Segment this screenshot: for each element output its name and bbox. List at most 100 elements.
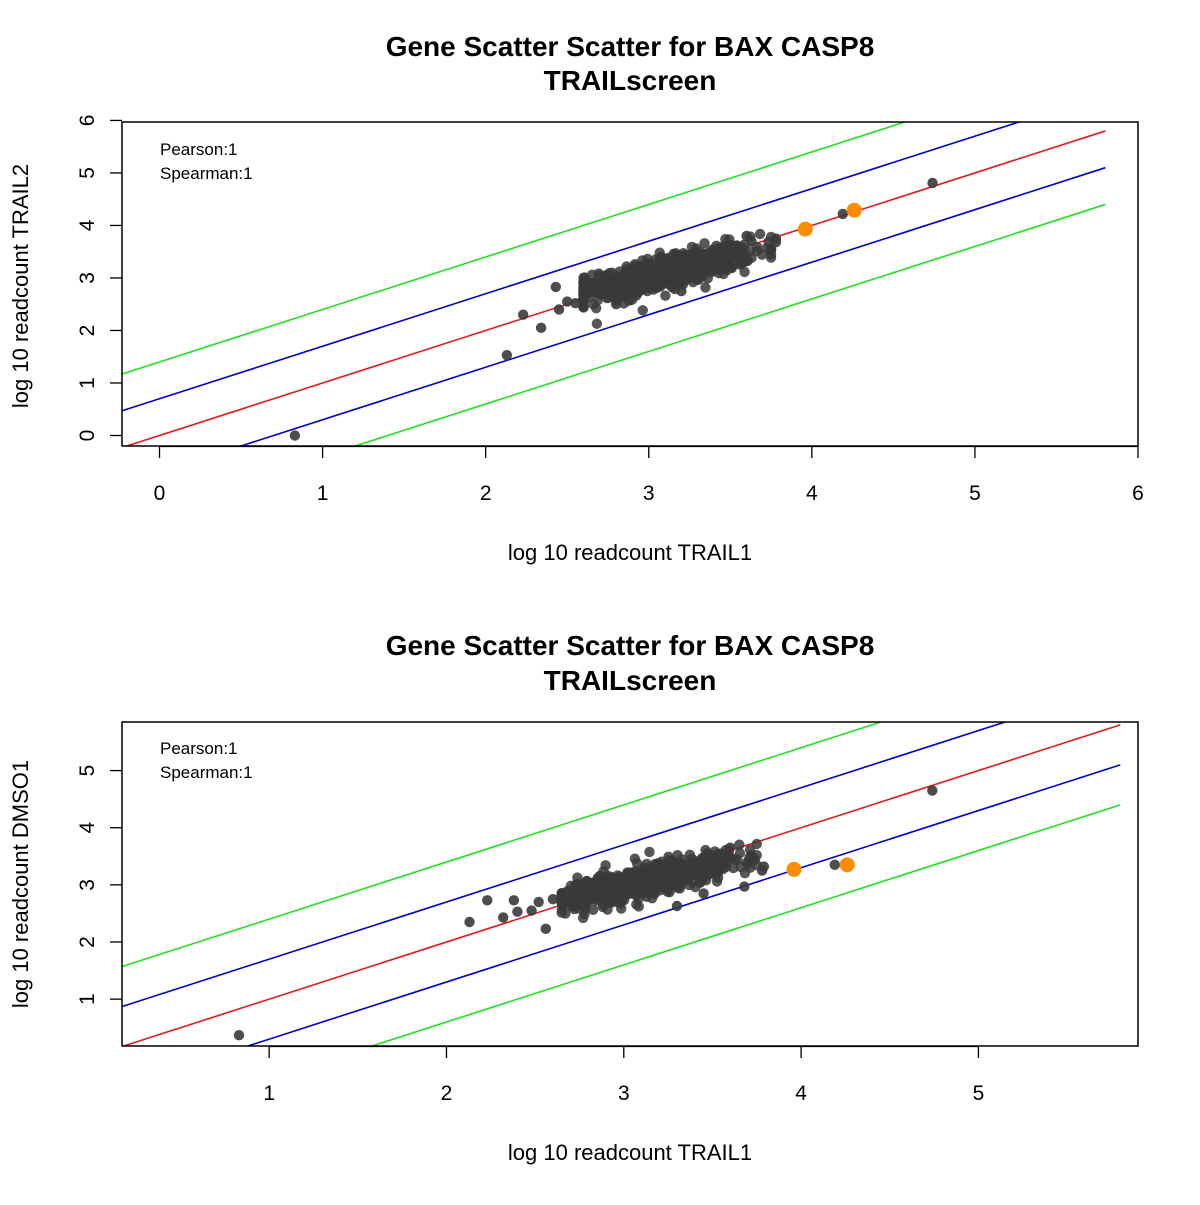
scatter-point: [722, 240, 733, 252]
scatter-point: [751, 838, 762, 850]
scatter-point: [646, 881, 657, 893]
scatter-point: [557, 899, 568, 910]
scatter-point: [621, 879, 633, 890]
scatter-point: [616, 903, 627, 914]
y-tick-label: 5: [76, 167, 99, 179]
scatter-point: [699, 238, 710, 249]
scatter-point: [578, 281, 589, 292]
scatter-point: [837, 208, 849, 220]
pearson-label: Pearson:1: [160, 140, 238, 159]
scatter-point: [601, 891, 613, 903]
scatter-point: [609, 287, 620, 299]
scatter-point: [605, 873, 617, 884]
scatter-point: [733, 244, 744, 255]
y-tick-label: 3: [76, 272, 99, 284]
highlighted-point: [839, 857, 855, 873]
scatter-point: [666, 855, 677, 866]
band-line-outer: [352, 203, 1106, 446]
scatter-point: [591, 318, 603, 329]
scatter-point: [233, 1029, 245, 1041]
scatter-point: [676, 285, 687, 297]
highlighted-point: [797, 221, 813, 237]
x-tick-label: 4: [795, 1082, 807, 1105]
scatter-point: [734, 839, 745, 850]
scatter-point: [535, 322, 547, 334]
x-tick-label: 6: [1132, 482, 1144, 505]
scatter-point: [578, 301, 589, 313]
scatter-point: [556, 889, 567, 901]
scatter-point: [533, 896, 544, 908]
y-axis-label: log 10 readcount TRAIL2: [8, 164, 33, 408]
scatter-point: [553, 304, 565, 315]
x-tick-label: 5: [973, 1082, 985, 1105]
scatter-point: [700, 282, 711, 293]
x-tick-label: 2: [480, 482, 492, 505]
y-tick-label: 2: [76, 936, 99, 948]
scatter-point: [713, 857, 724, 869]
scatter-point: [698, 265, 709, 276]
scatter-point: [619, 283, 630, 295]
scatter-point: [628, 870, 639, 881]
scatter-point: [610, 279, 622, 291]
scatter-point: [658, 880, 670, 892]
scatter-point: [668, 252, 679, 263]
scatter-point: [927, 785, 938, 796]
scatter-point: [653, 270, 664, 281]
spearman-label: Spearman:1: [160, 164, 253, 183]
scatter-point: [570, 880, 581, 891]
scatter-point: [687, 254, 698, 265]
scatter-point: [636, 276, 648, 288]
scatter-point: [498, 912, 509, 923]
scatter-point: [724, 842, 736, 853]
highlighted-point: [846, 202, 862, 218]
plot-frame: [121, 121, 1139, 447]
band-line-inner: [245, 764, 1121, 1046]
x-tick-label: 5: [969, 482, 981, 505]
scatter-point: [687, 866, 698, 877]
scatter-point: [637, 305, 648, 316]
scatter-point: [586, 280, 597, 292]
scatter-point: [643, 258, 654, 270]
scatter-point: [581, 876, 592, 887]
scatter-point: [653, 858, 665, 870]
scatter-point: [765, 244, 777, 255]
scatter-panel-bottom: Gene Scatter Scatter for BAX CASP8 TRAIL…: [8, 630, 1139, 1165]
scatter-point: [560, 908, 571, 919]
scatter-point: [578, 272, 589, 283]
y-tick-label: 1: [76, 993, 99, 1005]
x-tick-label: 0: [154, 482, 166, 505]
scatter-point: [550, 281, 561, 293]
scatter-point: [745, 850, 757, 861]
band-line-outer: [122, 122, 908, 375]
y-tick-label: 4: [76, 822, 99, 834]
scatter-point: [660, 290, 671, 301]
scatter-point: [508, 895, 520, 906]
scatter-point: [696, 867, 707, 878]
scatter-point: [464, 916, 475, 928]
scatter-point: [746, 252, 757, 264]
y-tick-label: 6: [76, 115, 99, 127]
scatter-point: [482, 895, 493, 906]
scatter-point: [628, 278, 640, 290]
scatter-point: [765, 252, 777, 263]
scatter-point: [665, 874, 677, 886]
scatter-point: [598, 286, 610, 297]
scatter-point: [685, 263, 696, 274]
scatter-point: [577, 899, 589, 910]
scatter-point: [517, 309, 529, 320]
y-axis-label: log 10 readcount DMSO1: [8, 760, 33, 1008]
y-tick-label: 3: [76, 879, 99, 891]
scatter-point: [641, 858, 653, 870]
scatter-point: [547, 893, 559, 905]
y-tick-label: 1: [76, 377, 99, 389]
scatter-point: [610, 299, 622, 310]
scatter-point: [731, 854, 743, 866]
scatter-point: [671, 900, 683, 912]
data-points: [233, 785, 938, 1041]
band-line-inner: [238, 166, 1106, 446]
band-line-outer: [369, 804, 1121, 1046]
x-tick-label: 4: [806, 482, 818, 505]
scatter-point: [927, 177, 938, 189]
